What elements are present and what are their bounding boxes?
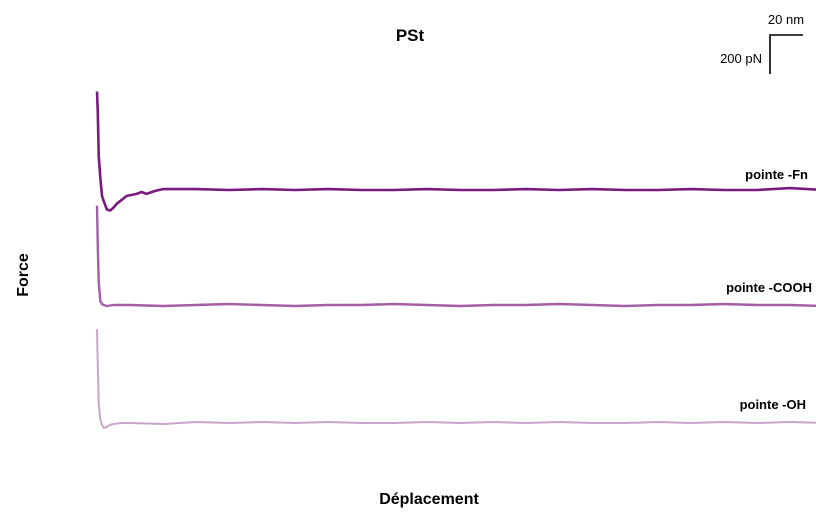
series-layer [95,91,816,429]
series-line-cooh [95,205,816,308]
scale-bar-x-label: 20 nm [768,12,804,27]
scale-bar-y-label: 200 pN [720,51,762,66]
series-line-fn [95,91,816,212]
scale-bar-lines [769,34,803,74]
series-label-oh: pointe -OH [740,397,806,412]
y-axis-label: Force [15,253,32,297]
series-label-cooh: pointe -COOH [726,280,812,295]
series-label-fn: pointe -Fn [745,167,808,182]
x-axis-label: Déplacement [379,491,479,508]
series-line-oh [96,329,816,429]
chart-title: PSt [396,26,425,45]
scale-bar: 20 nm 200 pN [720,12,804,74]
